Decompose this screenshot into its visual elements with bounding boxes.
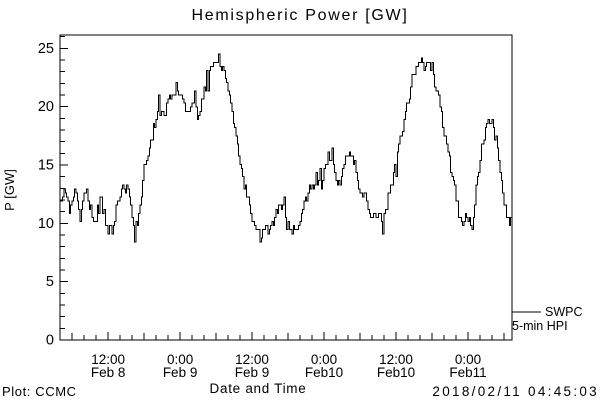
svg-text:20: 20 bbox=[38, 99, 54, 115]
svg-text:5-min HPI: 5-min HPI bbox=[512, 319, 568, 333]
svg-text:Hemispheric Power [GW]: Hemispheric Power [GW] bbox=[192, 7, 409, 24]
svg-text:Feb 9: Feb 9 bbox=[235, 365, 270, 380]
svg-text:0: 0 bbox=[46, 333, 54, 349]
svg-text:P [GW]: P [GW] bbox=[2, 169, 17, 211]
svg-text:Feb 9: Feb 9 bbox=[163, 365, 198, 380]
svg-text:2018/02/11 04:45:03: 2018/02/11 04:45:03 bbox=[432, 384, 599, 399]
svg-text:Feb11: Feb11 bbox=[449, 365, 486, 380]
svg-text:5: 5 bbox=[46, 274, 54, 290]
svg-text:25: 25 bbox=[38, 41, 54, 57]
svg-text:Feb10: Feb10 bbox=[305, 365, 343, 380]
svg-text:Feb10: Feb10 bbox=[377, 365, 415, 380]
svg-text:10: 10 bbox=[38, 216, 54, 232]
svg-text:Plot: CCMC: Plot: CCMC bbox=[2, 384, 77, 399]
svg-text:SWPC: SWPC bbox=[545, 305, 583, 319]
svg-text:Date and Time: Date and Time bbox=[210, 381, 307, 396]
svg-text:Feb 8: Feb 8 bbox=[91, 365, 126, 380]
svg-text:15: 15 bbox=[38, 157, 54, 173]
